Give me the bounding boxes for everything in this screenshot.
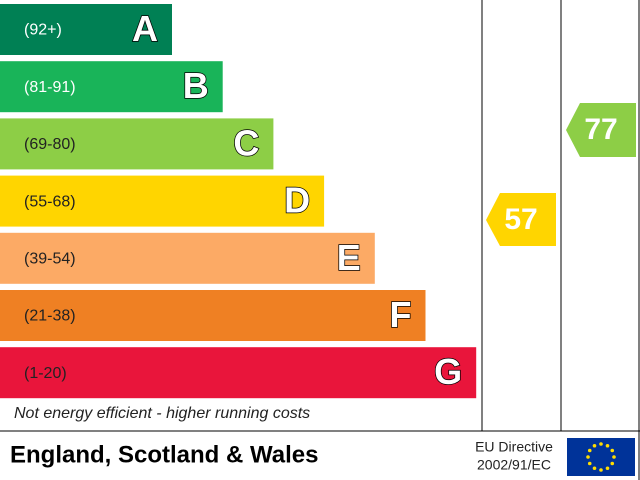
eu-star (599, 468, 603, 472)
band (0, 347, 477, 399)
eu-star (587, 448, 592, 453)
eu-star (610, 448, 615, 453)
eu-star (605, 443, 610, 448)
region: England, Scotland & Wales (10, 441, 318, 468)
band (0, 232, 375, 284)
band-range: (81-91) (24, 79, 76, 96)
eu-stars (586, 442, 616, 472)
band (0, 118, 274, 170)
band-range: (21-38) (24, 308, 76, 325)
band-letter: F (390, 294, 412, 335)
eu-star (612, 455, 616, 459)
band-range: (92+) (24, 22, 62, 39)
eu-star (592, 443, 597, 448)
bands: (92+) A (81-91) B (69-80) C (55-68) D (39-54) E (2… (0, 4, 477, 399)
potential-rating: 77 (584, 113, 617, 146)
band-letter: E (337, 237, 361, 278)
band-range: (69-80) (24, 136, 76, 153)
eu-star (586, 455, 590, 459)
eu-star (592, 466, 597, 471)
footer-note: Not energy efficient - higher running co… (14, 405, 310, 422)
band-letter: D (284, 180, 310, 221)
eu-star (610, 461, 615, 466)
band-letter: C (233, 122, 259, 163)
band (0, 175, 325, 227)
band-range: (39-54) (24, 251, 76, 268)
eu-star (605, 466, 610, 471)
band (0, 61, 223, 113)
directive-line1: EU Directive (475, 439, 553, 455)
eu-star (599, 442, 603, 446)
directive-line2: 2002/91/EC (477, 457, 551, 473)
current-rating: 57 (504, 203, 537, 236)
potential-arrow (566, 103, 636, 157)
band-range: (55-68) (24, 193, 76, 210)
eu-star (587, 461, 592, 466)
band (0, 4, 172, 55)
band-range: (1-20) (24, 365, 67, 382)
band-letter: G (434, 351, 462, 392)
band-letter: A (132, 8, 158, 49)
band-letter: B (183, 65, 209, 106)
band (0, 290, 426, 341)
current-arrow (486, 193, 556, 246)
